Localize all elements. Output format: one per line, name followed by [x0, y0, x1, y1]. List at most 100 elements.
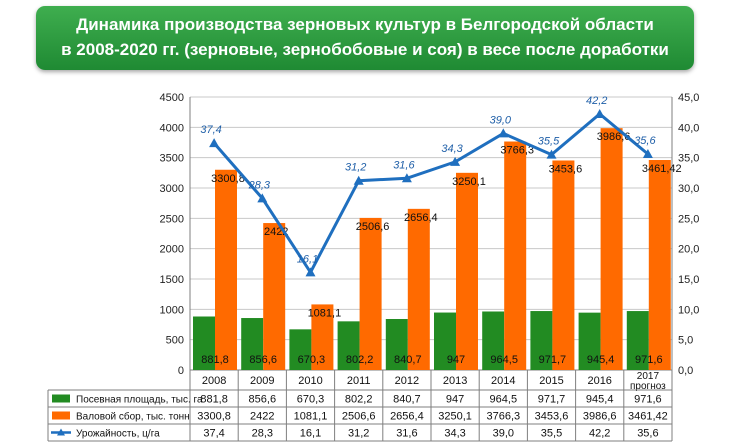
- table-cell-value: 840,7: [393, 394, 421, 406]
- yield-data-label: 35,5: [538, 136, 560, 148]
- bar-gross-2008: [215, 169, 237, 370]
- y-right-tick-label: 5,0: [678, 335, 693, 347]
- bar-area-2014: [482, 311, 505, 370]
- yield-marker: [450, 156, 461, 166]
- yield-marker: [305, 267, 316, 277]
- y-left-tick-label: 500: [166, 335, 184, 347]
- table-cell-value: 42,2: [589, 428, 610, 440]
- table-cell-value: 2422: [250, 411, 274, 423]
- table-cell-value: 35,5: [541, 428, 562, 440]
- area-data-label: 840,7: [394, 354, 422, 366]
- gross-data-label: 3766,3: [500, 145, 534, 157]
- table-cell-value: 971,6: [634, 394, 662, 406]
- y-right-tick-label: 40,0: [678, 122, 699, 134]
- y-right-tick-label: 30,0: [678, 183, 699, 195]
- legend-key-marker: [57, 428, 65, 436]
- bar-area-2013: [434, 312, 456, 370]
- table-cell-value: 31,6: [396, 428, 417, 440]
- bar-area-2009: [241, 318, 264, 370]
- y-right-tick-label: 25,0: [678, 213, 699, 225]
- y-left-tick-label: 2000: [160, 244, 184, 256]
- yield-data-label: 42,2: [586, 95, 607, 107]
- chart-title-line-2: в 2008-2020 гг. (зерновые, зернобобовые …: [61, 40, 669, 59]
- bar-area-2015: [530, 311, 553, 370]
- bar-gross-2017: [648, 160, 671, 370]
- yield-data-label: 35,6: [634, 135, 656, 147]
- yield-marker: [209, 138, 220, 148]
- table-cell-value: 3250,1: [438, 411, 472, 423]
- bar-gross-2014: [504, 141, 527, 370]
- table-cell-value: 945,4: [586, 394, 614, 406]
- y-left-tick-label: 3500: [160, 153, 184, 165]
- bar-gross-2012: [407, 208, 430, 370]
- area-data-label: 971,7: [539, 354, 567, 366]
- table-cell-value: 3766,3: [486, 411, 520, 423]
- yield-line: [212, 112, 649, 276]
- gross-data-label: 3453,6: [549, 163, 583, 175]
- gross-data-label: 3300,8: [211, 173, 245, 185]
- y-left-tick-label: 1500: [160, 274, 184, 286]
- legend-series-name: Посевная площадь, тыс. га: [76, 395, 203, 406]
- legend-key-swatch: [52, 411, 70, 420]
- x-tick-label: 2014: [491, 375, 515, 387]
- table-cell-value: 3300,8: [197, 411, 231, 423]
- x-tick-label: 2012: [395, 375, 419, 387]
- yield-marker: [546, 149, 557, 159]
- legend-series-name: Валовой сбор, тыс. тонн: [76, 411, 190, 423]
- table-cell-value: 881,8: [200, 394, 228, 406]
- y-right-tick-label: 45,0: [678, 92, 699, 104]
- yield-data-label: 28,3: [248, 179, 271, 191]
- table-cell-value: 3453,6: [535, 411, 569, 423]
- legend-key-swatch: [52, 394, 70, 403]
- table-cell-value: 16,1: [300, 428, 321, 440]
- yield-data-label: 39,0: [490, 114, 512, 126]
- bar-area-2012: [385, 318, 408, 370]
- legend-series-name: Урожайность, ц/га: [76, 429, 160, 440]
- x-tick-label: 2011: [347, 375, 371, 387]
- bar-gross-2015: [552, 160, 575, 370]
- bar-gross-2009: [263, 223, 286, 370]
- table-cell-value: 670,3: [297, 394, 325, 406]
- area-data-label: 964,5: [490, 354, 518, 366]
- x-tick-label: 2016: [587, 375, 611, 387]
- table-cell-value: 2656,4: [390, 411, 424, 423]
- x-tick-label: 2013: [443, 375, 467, 387]
- bar-gross-2013: [456, 172, 478, 370]
- x-tick-label-sub: прогноз: [630, 381, 666, 392]
- bar-area-2010: [289, 329, 312, 370]
- table-cell-value: 37,4: [203, 428, 224, 440]
- chart-title-line-1: Динамика производства зерновых культур в…: [76, 15, 654, 34]
- table-cell-value: 39,0: [493, 428, 514, 440]
- y-right-tick-label: 35,0: [678, 153, 699, 165]
- gross-data-label: 2506,6: [356, 221, 390, 233]
- yield-data-label: 31,2: [345, 162, 366, 174]
- gross-data-label: 3461,42: [642, 163, 682, 175]
- bar-gross-2011: [359, 217, 382, 370]
- x-tick-label: 2017: [637, 371, 660, 382]
- yield-data-label: 34,3: [441, 143, 463, 155]
- title-banner: Динамика производства зерновых культур в…: [36, 6, 694, 70]
- y-left-tick-label: 0: [178, 365, 184, 377]
- area-data-label: 856,6: [249, 354, 277, 366]
- yield-marker: [257, 193, 268, 203]
- area-data-label: 971,6: [635, 354, 663, 366]
- yield-marker: [594, 108, 605, 118]
- gross-data-label: 2656,4: [404, 212, 438, 224]
- gross-data-label: 3250,1: [452, 176, 486, 188]
- table-cell-value: 3986,6: [583, 411, 617, 423]
- table-cell-value: 971,7: [538, 394, 566, 406]
- yield-marker: [498, 128, 509, 138]
- table-cell-value: 947: [446, 394, 464, 406]
- bar-area-2017: [626, 311, 649, 370]
- area-data-label: 947: [447, 354, 465, 366]
- table-cell-value: 1081,1: [294, 411, 328, 423]
- yield-data-label: 31,6: [393, 159, 415, 171]
- table-cell-value: 35,6: [637, 428, 658, 440]
- y-right-tick-label: 0,0: [678, 365, 693, 377]
- bar-area-2016: [578, 312, 601, 370]
- y-right-tick-label: 10,0: [678, 304, 699, 316]
- x-tick-label: 2010: [298, 375, 322, 387]
- y-left-tick-label: 3000: [160, 183, 184, 195]
- table-cell-value: 34,3: [444, 428, 465, 440]
